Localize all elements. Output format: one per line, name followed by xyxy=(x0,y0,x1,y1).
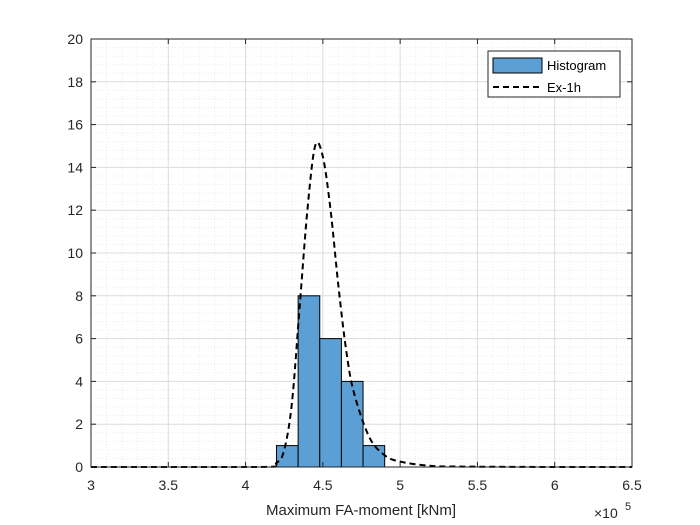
x-exponent: ×10 5 xyxy=(594,501,631,521)
y-tick-label: 12 xyxy=(67,202,83,218)
legend-ex-1h-label: Ex-1h xyxy=(547,80,581,95)
histogram-bar xyxy=(297,295,321,468)
y-tick-label: 20 xyxy=(67,31,83,47)
x-tick-label: 4 xyxy=(242,477,250,493)
legend-histogram-label: Histogram xyxy=(547,58,606,73)
y-tick-label: 4 xyxy=(75,373,83,389)
x-tick-labels: 3 3.5 4 4.5 5 5.5 6 6.5 xyxy=(87,477,642,493)
x-tick-label: 6 xyxy=(551,477,559,493)
ex-1h-line xyxy=(90,141,632,469)
y-tick-label: 6 xyxy=(75,331,83,347)
x-exponent-base: ×10 xyxy=(594,505,618,521)
x-tick-label: 5.5 xyxy=(468,477,488,493)
x-tick-label: 3 xyxy=(87,477,95,493)
y-tick-label: 0 xyxy=(75,459,83,475)
x-exponent-power: 5 xyxy=(625,501,631,513)
histogram-bars xyxy=(275,295,386,468)
y-tick-label: 16 xyxy=(67,117,83,133)
ticks xyxy=(90,38,633,468)
x-tick-label: 3.5 xyxy=(159,477,179,493)
y-tick-label: 18 xyxy=(67,74,83,90)
legend-histogram-swatch xyxy=(492,57,543,74)
histogram-bar xyxy=(319,338,342,468)
histogram-bar xyxy=(275,445,299,468)
y-tick-labels: 0 2 4 6 8 10 12 14 16 18 20 xyxy=(67,31,83,475)
x-tick-label: 6.5 xyxy=(622,477,642,493)
y-tick-label: 14 xyxy=(67,159,83,175)
y-tick-label: 10 xyxy=(67,245,83,261)
legend: Histogram Ex-1h xyxy=(487,50,621,98)
y-tick-label: 8 xyxy=(75,288,83,304)
y-tick-label: 2 xyxy=(75,416,83,432)
x-tick-label: 4.5 xyxy=(313,477,333,493)
histogram-bar xyxy=(340,380,364,468)
x-tick-label: 5 xyxy=(396,477,404,493)
x-axis-label: Maximum FA-moment [kNm] xyxy=(266,502,456,519)
histogram-bar xyxy=(362,445,386,468)
